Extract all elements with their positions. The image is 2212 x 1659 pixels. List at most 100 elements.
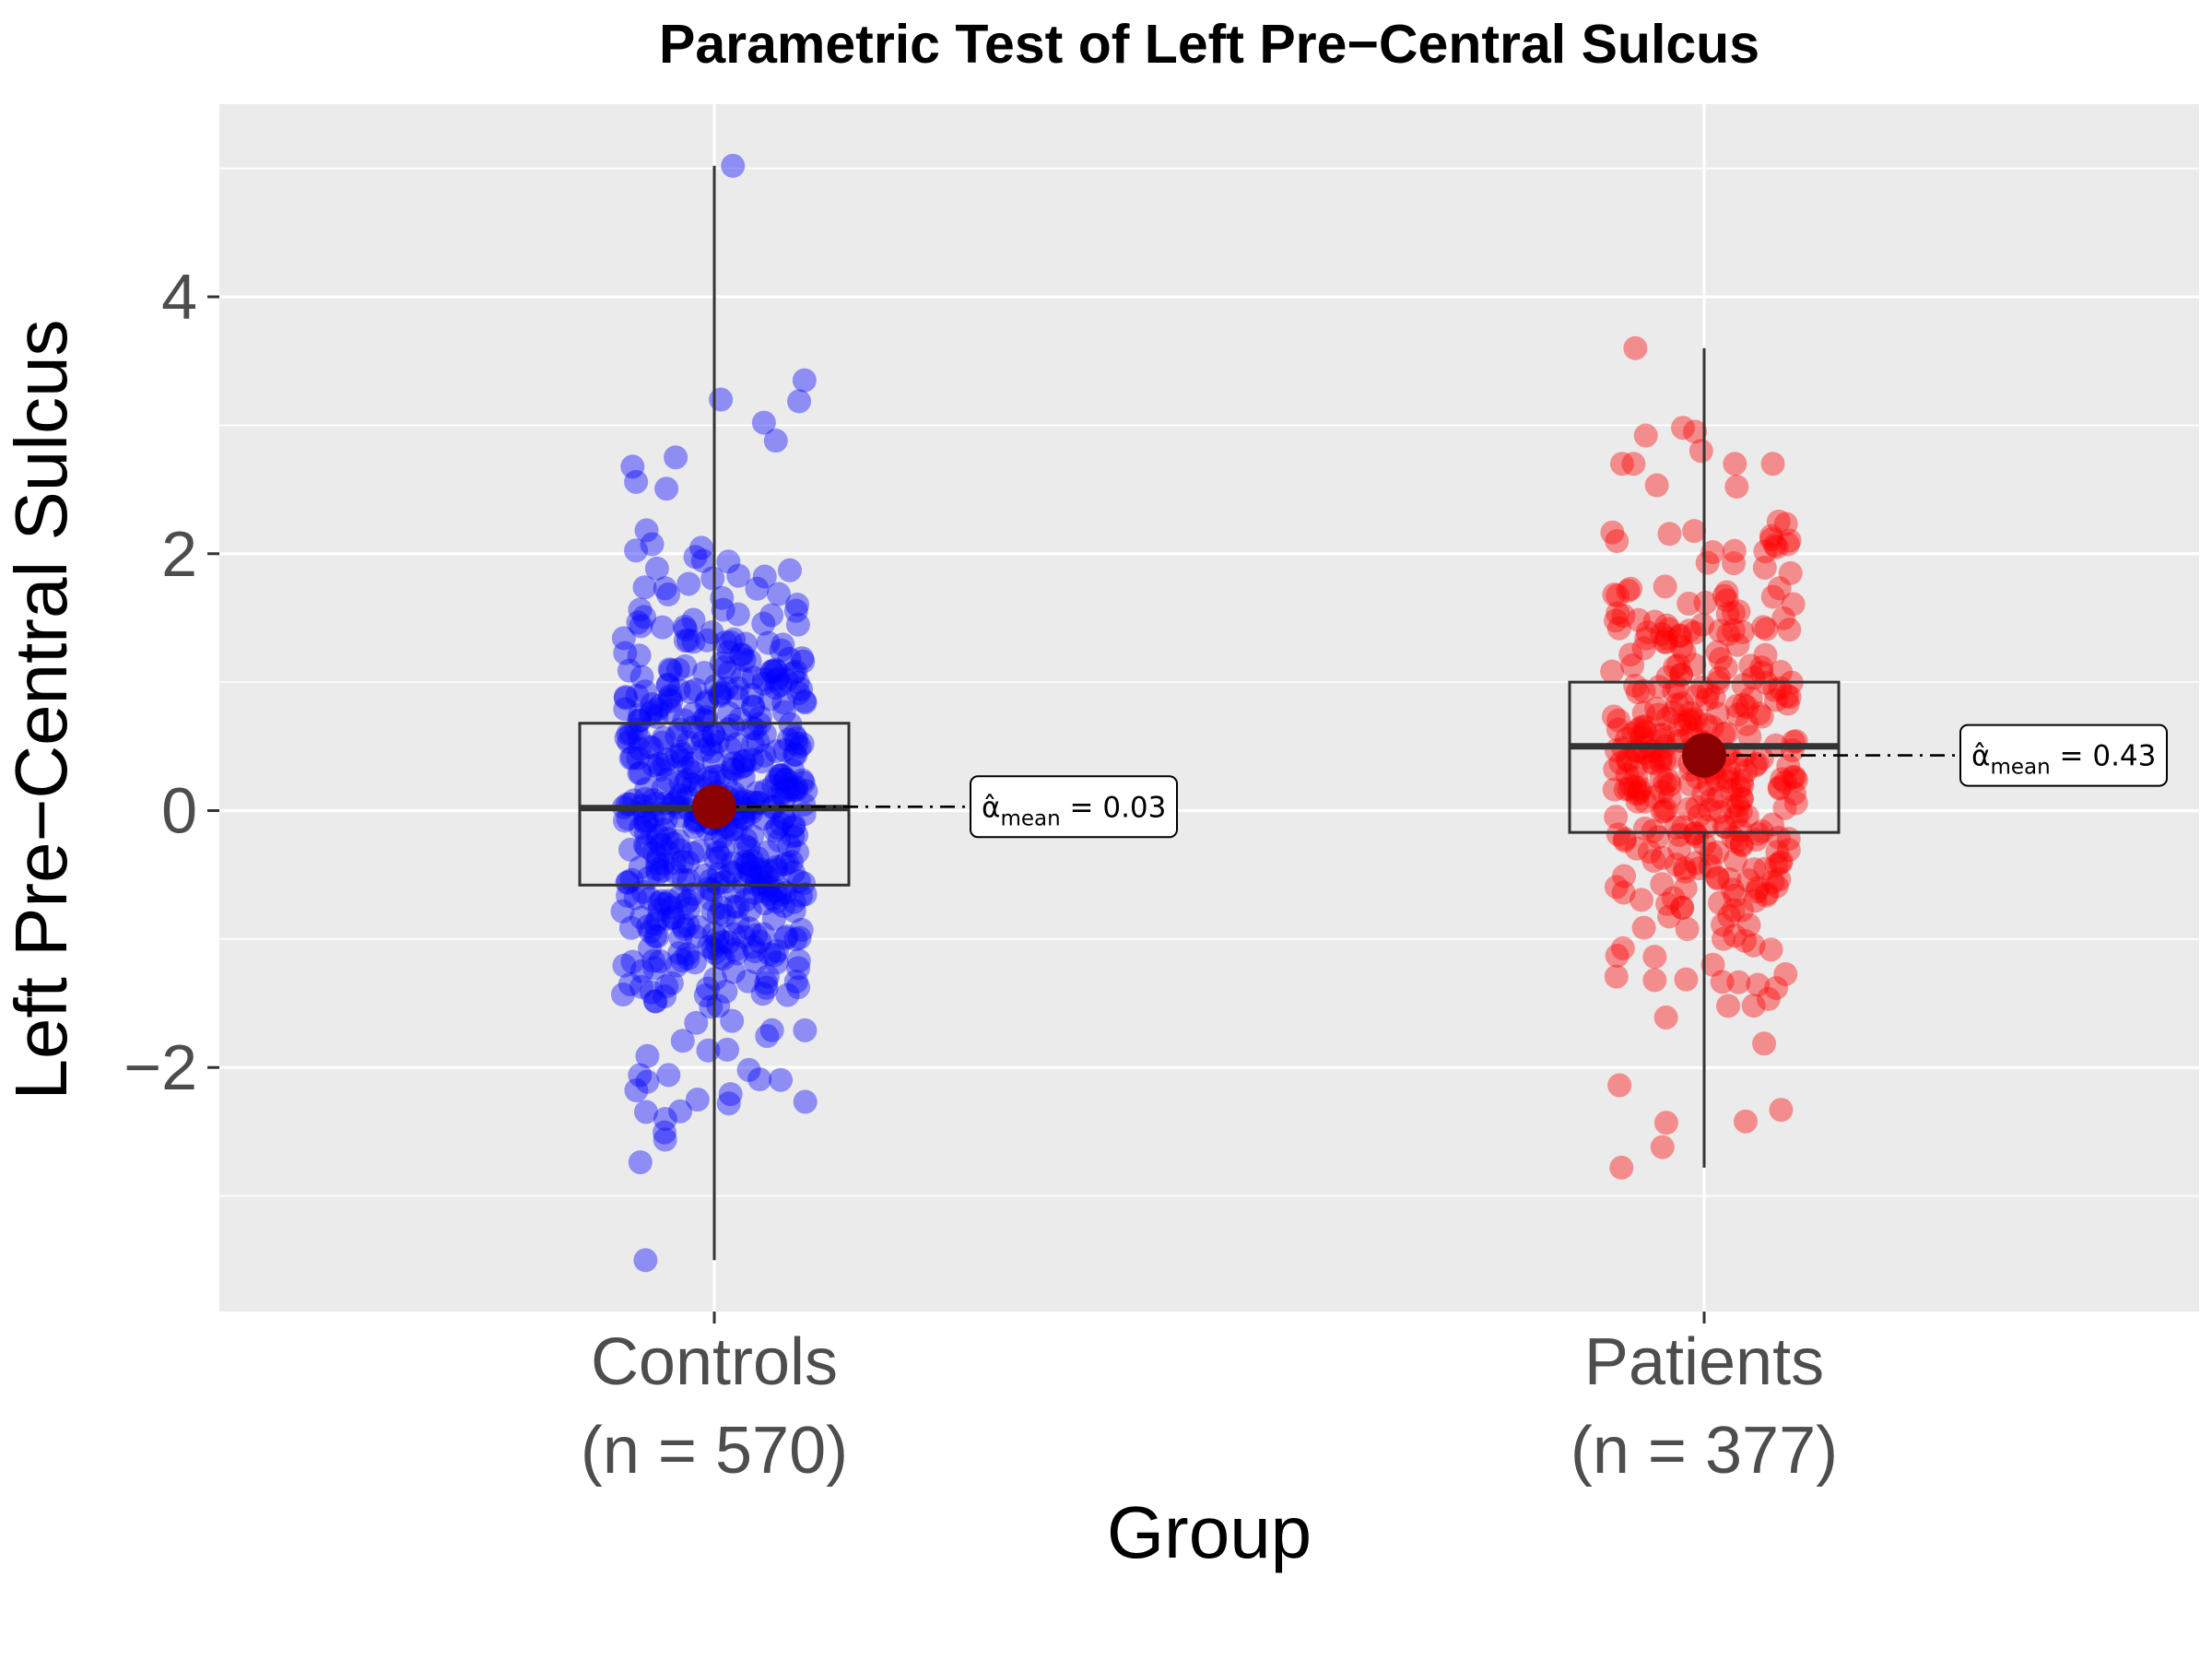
data-point bbox=[1644, 473, 1669, 498]
data-point bbox=[639, 980, 664, 1005]
data-point bbox=[1690, 612, 1715, 637]
data-point bbox=[1767, 775, 1792, 800]
data-point bbox=[1611, 604, 1636, 629]
data-point bbox=[1623, 335, 1648, 360]
data-point bbox=[625, 683, 650, 708]
data-point bbox=[766, 665, 791, 690]
data-point bbox=[793, 1018, 818, 1042]
data-point bbox=[711, 824, 735, 849]
data-point bbox=[1743, 753, 1768, 778]
data-point bbox=[1648, 748, 1673, 773]
data-point bbox=[777, 833, 802, 858]
data-point bbox=[1612, 829, 1637, 853]
data-point bbox=[1612, 864, 1637, 888]
data-point bbox=[632, 808, 657, 833]
data-point bbox=[742, 880, 767, 905]
data-point bbox=[629, 614, 653, 639]
mean-label-box bbox=[970, 775, 1178, 839]
data-point bbox=[1777, 618, 1802, 642]
data-point bbox=[645, 845, 670, 870]
data-point bbox=[1700, 788, 1724, 813]
data-point bbox=[1715, 602, 1740, 627]
data-point bbox=[782, 813, 806, 838]
data-point bbox=[772, 806, 797, 830]
data-point bbox=[702, 764, 727, 789]
data-point bbox=[676, 756, 700, 781]
data-point bbox=[653, 807, 678, 832]
data-point bbox=[1731, 692, 1756, 717]
data-point bbox=[683, 677, 708, 702]
data-point bbox=[1644, 696, 1669, 721]
data-point bbox=[747, 929, 772, 954]
data-point bbox=[1650, 872, 1675, 897]
data-point bbox=[642, 989, 667, 1014]
data-point bbox=[767, 782, 792, 807]
data-point bbox=[771, 894, 796, 919]
data-point bbox=[629, 665, 654, 689]
data-point bbox=[1759, 524, 1783, 548]
data-point bbox=[1765, 840, 1790, 865]
data-point bbox=[720, 1008, 745, 1033]
data-point bbox=[1618, 772, 1643, 797]
data-point bbox=[652, 818, 677, 842]
data-point bbox=[1666, 653, 1691, 677]
data-point bbox=[1700, 715, 1724, 740]
data-point bbox=[750, 982, 775, 1006]
data-point bbox=[1653, 799, 1677, 824]
x-axis-title: Group bbox=[1107, 1491, 1312, 1573]
data-point bbox=[665, 829, 690, 853]
data-point bbox=[612, 808, 637, 833]
data-point bbox=[712, 869, 737, 894]
data-point bbox=[760, 887, 785, 912]
data-point bbox=[703, 846, 728, 871]
data-point bbox=[1730, 773, 1755, 798]
data-point bbox=[647, 890, 672, 915]
data-point bbox=[636, 914, 661, 939]
data-point bbox=[617, 730, 641, 755]
data-point bbox=[1724, 830, 1749, 854]
data-point bbox=[1774, 684, 1799, 709]
data-point bbox=[659, 688, 684, 713]
data-point bbox=[792, 871, 817, 896]
data-point bbox=[667, 838, 692, 863]
data-point bbox=[754, 971, 779, 995]
data-point bbox=[1705, 840, 1730, 865]
data-point bbox=[751, 671, 776, 696]
data-point bbox=[1664, 853, 1688, 877]
data-point bbox=[1631, 678, 1656, 703]
data-point bbox=[616, 883, 641, 908]
data-point bbox=[627, 643, 652, 668]
data-point bbox=[1669, 663, 1694, 688]
data-point bbox=[1672, 640, 1697, 665]
data-point bbox=[785, 612, 810, 637]
data-point bbox=[793, 882, 818, 907]
data-point bbox=[628, 736, 653, 761]
data-point bbox=[620, 745, 645, 770]
data-point bbox=[1773, 512, 1798, 536]
data-point bbox=[1752, 555, 1777, 580]
data-point bbox=[1606, 601, 1630, 626]
data-point bbox=[1682, 620, 1707, 645]
data-point bbox=[1665, 692, 1689, 717]
data-point bbox=[720, 861, 745, 886]
data-point bbox=[722, 627, 747, 652]
data-point bbox=[1754, 617, 1779, 641]
data-point bbox=[635, 808, 660, 833]
data-point bbox=[1716, 622, 1741, 647]
data-point bbox=[1749, 704, 1774, 729]
data-point bbox=[1764, 975, 1789, 1000]
data-point bbox=[1751, 615, 1776, 640]
data-point bbox=[781, 661, 806, 686]
data-point bbox=[670, 1029, 695, 1053]
data-point bbox=[1650, 799, 1675, 824]
data-point bbox=[1667, 712, 1692, 737]
data-point bbox=[751, 410, 776, 435]
data-point bbox=[705, 840, 730, 865]
data-point bbox=[1605, 529, 1630, 554]
data-point bbox=[699, 868, 724, 893]
data-point bbox=[611, 626, 636, 651]
data-point bbox=[1688, 439, 1713, 464]
data-point bbox=[691, 708, 716, 733]
data-point bbox=[1711, 912, 1735, 937]
data-point bbox=[731, 764, 756, 789]
